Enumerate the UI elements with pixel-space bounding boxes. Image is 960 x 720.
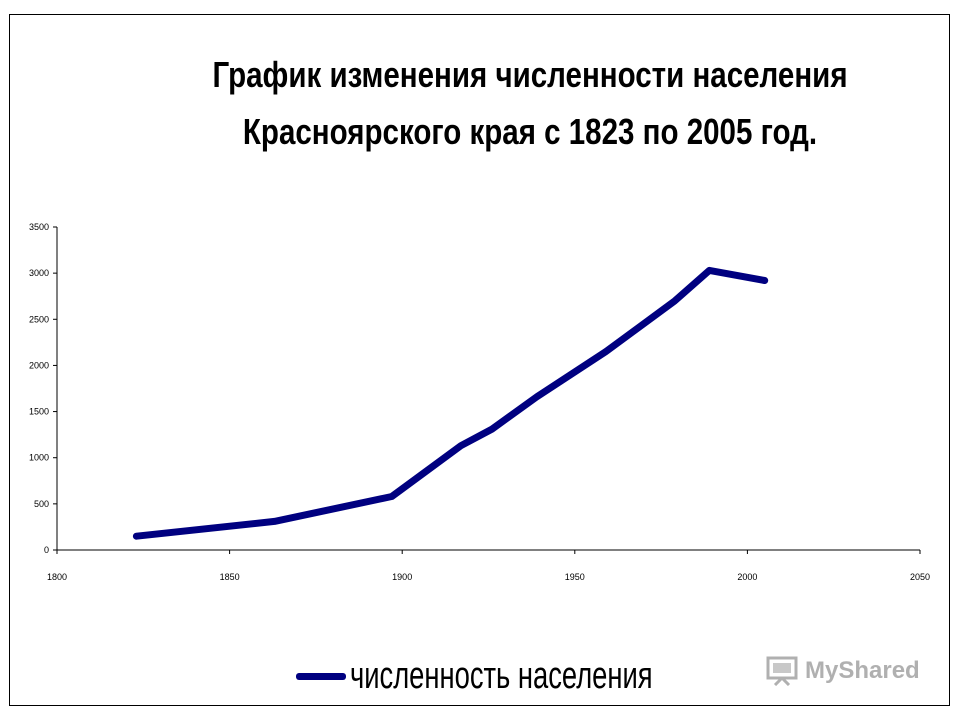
chart-title-line-1: График изменения численности населения <box>212 54 848 95</box>
legend-label: численность населения <box>350 654 653 697</box>
legend: численность населения <box>296 654 770 698</box>
x-tick-label: 1950 <box>565 572 585 582</box>
data-point <box>708 269 710 271</box>
chart-title-line-2: Красноярского края с 1823 по 2005 год. <box>242 111 818 152</box>
y-tick-label: 500 <box>34 499 49 509</box>
data-point <box>605 351 607 353</box>
x-tick-label: 2050 <box>910 572 930 582</box>
data-point <box>391 495 393 497</box>
y-tick-label: 3000 <box>29 268 49 278</box>
series-line <box>132 266 769 540</box>
y-tick-label: 1500 <box>29 407 49 417</box>
data-point <box>135 535 137 537</box>
watermark-text: MyShared <box>805 657 920 684</box>
x-tick-label: 1900 <box>392 572 412 582</box>
projector-screen-icon <box>766 656 798 686</box>
chart-title: График изменения численности населения К… <box>194 46 866 160</box>
chart-frame <box>9 14 950 706</box>
y-tick-label: 0 <box>44 545 49 555</box>
data-point <box>273 520 275 522</box>
y-tick-label: 2500 <box>29 314 49 324</box>
data-point <box>460 445 462 447</box>
y-tick-label: 1000 <box>29 453 49 463</box>
data-point <box>536 396 538 398</box>
x-tick-label: 1850 <box>220 572 240 582</box>
y-tick-label: 3500 <box>29 222 49 232</box>
watermark: MyShared <box>765 656 920 686</box>
x-tick-label: 1800 <box>47 572 67 582</box>
data-point <box>674 300 676 302</box>
y-tick-label: 2000 <box>29 360 49 370</box>
data-point <box>491 428 493 430</box>
legend-line-swatch <box>296 672 346 680</box>
data-point <box>764 280 766 282</box>
x-tick-label: 2000 <box>737 572 757 582</box>
